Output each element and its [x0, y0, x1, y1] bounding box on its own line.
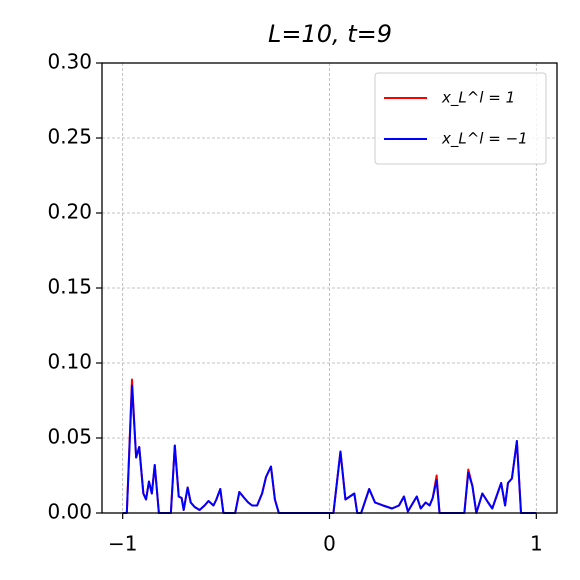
y-tick-label: 0.05: [47, 425, 92, 449]
legend-label: x_L^l = 1: [441, 89, 515, 108]
series-line: [122, 384, 537, 514]
y-tick-label: 0.30: [47, 50, 92, 74]
chart-title: L=10, t=9: [268, 20, 392, 48]
y-tick-label: 0.15: [47, 275, 92, 299]
y-tick-label: 0.20: [47, 200, 92, 224]
legend-box: [374, 72, 547, 165]
x-tick-label: 1: [530, 532, 543, 556]
y-tick-label: 0.10: [47, 350, 92, 374]
x-tick-label: −1: [108, 532, 137, 556]
y-tick-label: 0.25: [47, 125, 92, 149]
plot-frame: [101, 62, 558, 514]
y-tick-label: 0.00: [47, 500, 92, 524]
x-tick-label: 0: [323, 532, 336, 556]
legend-label: x_L^l = −1: [441, 130, 528, 149]
